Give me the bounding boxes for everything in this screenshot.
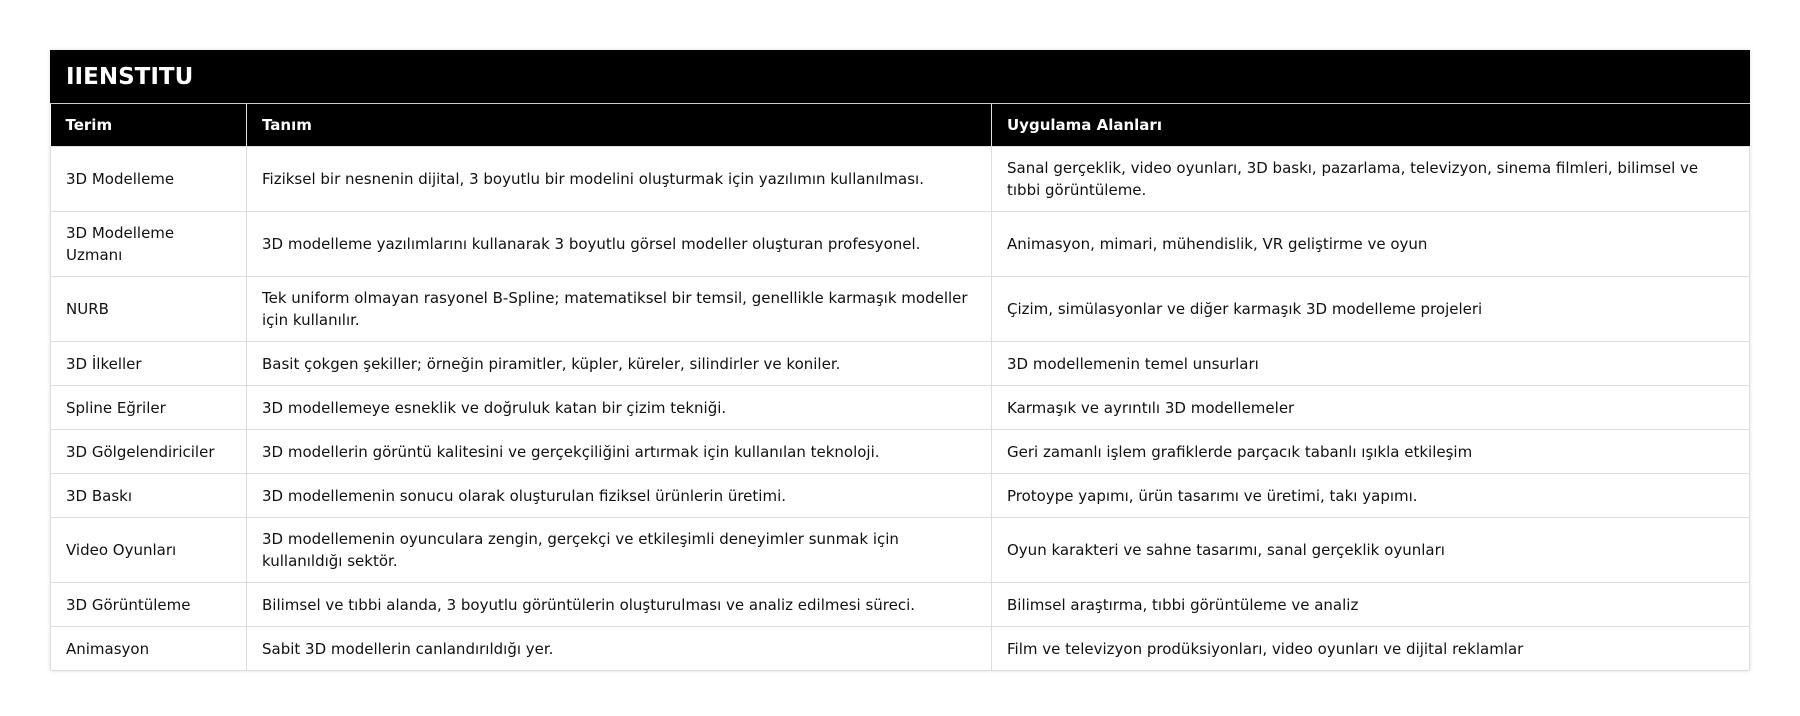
term-cell: 3D Baskı [50, 473, 247, 518]
definition-cell: Basit çokgen şekiller; örneğin piramitle… [246, 341, 992, 386]
applications-cell: 3D modellemenin temel unsurları [991, 341, 1750, 386]
applications-cell: Sanal gerçeklik, video oyunları, 3D bask… [991, 146, 1750, 212]
table-row: 3D Modelleme Fiziksel bir nesnenin dijita… [50, 146, 1750, 212]
term-cell: Video Oyunları [50, 517, 247, 583]
table-row: 3D Gölgelendiriciler 3D modellerin görünt… [50, 429, 1750, 474]
table-row: Animasyon Sabit 3D modellerin canlandırıl… [50, 626, 1750, 671]
definition-cell: Bilimsel ve tıbbi alanda, 3 boyutlu görü… [246, 582, 992, 627]
definition-cell: Sabit 3D modellerin canlandırıldığı yer. [246, 626, 992, 671]
definition-cell: 3D modelleme yazılımlarını kullanarak 3 … [246, 211, 992, 277]
table-row: 3D Baskı 3D modellemenin sonucu olarak ol… [50, 473, 1750, 518]
header-applications: Uygulama Alanları [991, 104, 1750, 147]
term-cell: NURB [50, 276, 247, 342]
definition-cell: 3D modellemenin sonucu olarak oluşturula… [246, 473, 992, 518]
table-row: Video Oyunları 3D modellemenin oyunculara… [50, 517, 1750, 583]
table-row: 3D Görüntüleme Bilimsel ve tıbbi alanda, … [50, 582, 1750, 627]
definition-cell: 3D modellemenin oyunculara zengin, gerçe… [246, 517, 992, 583]
term-cell: 3D Modelleme Uzmanı [50, 211, 247, 277]
term-cell: 3D Görüntüleme [50, 582, 247, 627]
applications-cell: Geri zamanlı işlem grafiklerde parçacık … [991, 429, 1750, 474]
header-term: Terim [50, 104, 247, 147]
applications-cell: Çizim, simülasyonlar ve diğer karmaşık 3… [991, 276, 1750, 342]
table-row: Spline Eğriler 3D modellemeye esneklik ve… [50, 385, 1750, 430]
table-row: NURB Tek uniform olmayan rasyonel B-Splin… [50, 276, 1750, 342]
header-definition: Tanım [246, 104, 992, 147]
header-row: Terim Tanım Uygulama Alanları [50, 104, 1750, 147]
applications-cell: Bilimsel araştırma, tıbbi görüntüleme ve… [991, 582, 1750, 627]
glossary-table: Terim Tanım Uygulama Alanları 3D Modelle… [50, 104, 1750, 671]
term-cell: 3D İlkeller [50, 341, 247, 386]
term-cell: Animasyon [50, 626, 247, 671]
definition-cell: Tek uniform olmayan rasyonel B-Spline; m… [246, 276, 992, 342]
applications-cell: Oyun karakteri ve sahne tasarımı, sanal … [991, 517, 1750, 583]
applications-cell: Film ve televizyon prodüksiyonları, vide… [991, 626, 1750, 671]
applications-cell: Protoype yapımı, ürün tasarımı ve üretim… [991, 473, 1750, 518]
applications-cell: Karmaşık ve ayrıntılı 3D modellemeler [991, 385, 1750, 430]
term-cell: 3D Modelleme [50, 146, 247, 212]
table-row: 3D İlkeller Basit çokgen şekiller; örneği… [50, 341, 1750, 386]
definition-cell: Fiziksel bir nesnenin dijital, 3 boyutlu… [246, 146, 992, 212]
applications-cell: Animasyon, mimari, mühendislik, VR geliş… [991, 211, 1750, 277]
table-row: 3D Modelleme Uzmanı 3D modelleme yazılıml… [50, 211, 1750, 277]
table-title: IIENSTITU [50, 50, 1750, 104]
term-cell: Spline Eğriler [50, 385, 247, 430]
glossary-table-container: IIENSTITU Terim Tanım Uygulama Alanları … [50, 50, 1750, 671]
definition-cell: 3D modellemeye esneklik ve doğruluk kata… [246, 385, 992, 430]
term-cell: 3D Gölgelendiriciler [50, 429, 247, 474]
definition-cell: 3D modellerin görüntü kalitesini ve gerç… [246, 429, 992, 474]
